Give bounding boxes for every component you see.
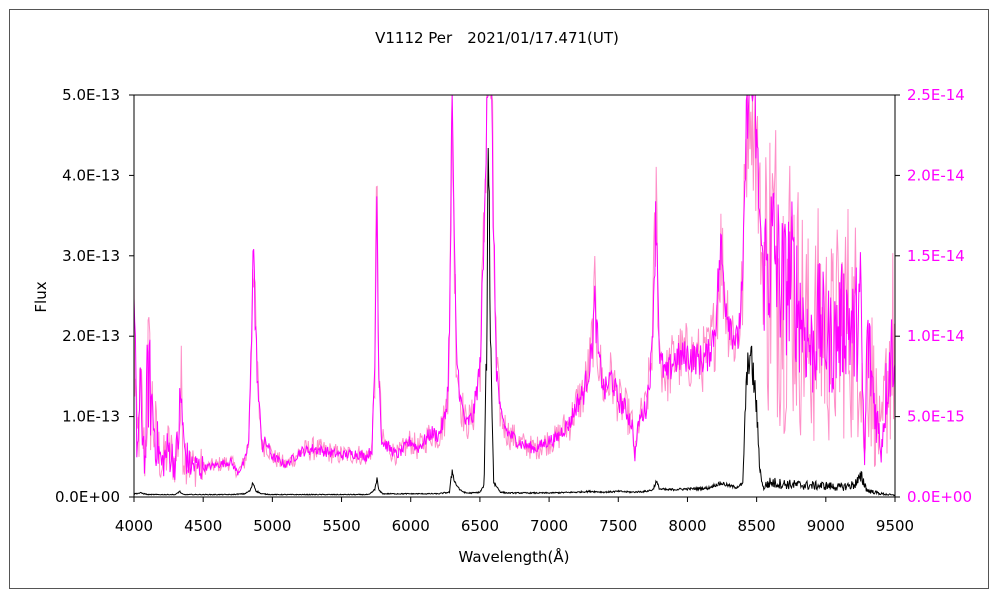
right-series-line <box>133 94 896 480</box>
chart-frame <box>9 9 989 589</box>
right-y-axis-ticks: 0.0E+00 5.0E-15 1.0E-14 1.5E-14 2.0E-14 2.5E-… <box>895 86 972 506</box>
left-series-line <box>133 147 896 497</box>
x-axis-ticks: 4000 4500 5000 5500 6000 6500 7000 7500 8000 8500… <box>115 497 914 535</box>
right-series-noise-line <box>133 94 895 487</box>
chart-title: V1112 Per 2021/01/17.471(UT) <box>375 29 619 47</box>
x-tick-label: 9000 <box>807 517 845 535</box>
right-y-tick-label: 1.0E-14 <box>907 327 965 345</box>
left-y-axis-ticks: 0.0E+00 1.0E-13 2.0E-13 3.0E-13 4.0E-13 5.0E-… <box>55 86 134 506</box>
left-y-tick-label: 1.0E-13 <box>62 408 120 426</box>
right-y-tick-label: 2.5E-14 <box>907 86 965 104</box>
left-y-tick-label: 4.0E-13 <box>62 166 120 184</box>
x-tick-label: 7000 <box>530 517 568 535</box>
x-tick-label: 4500 <box>184 517 222 535</box>
x-tick-label: 5500 <box>322 517 360 535</box>
x-tick-label: 6500 <box>461 517 499 535</box>
x-tick-label: 7500 <box>599 517 637 535</box>
x-tick-label: 8500 <box>738 517 776 535</box>
x-tick-label: 6000 <box>392 517 430 535</box>
right-y-tick-label: 2.0E-14 <box>907 166 965 184</box>
left-y-tick-label: 5.0E-13 <box>62 86 120 104</box>
spectrum-lines <box>133 94 896 497</box>
left-y-tick-label: 0.0E+00 <box>55 488 120 506</box>
left-y-tick-label: 2.0E-13 <box>62 327 120 345</box>
right-y-tick-label: 1.5E-14 <box>907 247 965 265</box>
x-axis-label: Wavelength(Å) <box>459 547 570 566</box>
right-y-tick-label: 5.0E-15 <box>907 408 965 426</box>
left-y-tick-label: 3.0E-13 <box>62 247 120 265</box>
plot-area <box>133 94 896 498</box>
x-tick-label: 9500 <box>876 517 914 535</box>
right-y-tick-label: 0.0E+00 <box>907 488 972 506</box>
x-tick-label: 8000 <box>668 517 706 535</box>
y-axis-label: Flux <box>32 281 50 312</box>
x-tick-label: 4000 <box>115 517 153 535</box>
x-tick-label: 5000 <box>253 517 291 535</box>
